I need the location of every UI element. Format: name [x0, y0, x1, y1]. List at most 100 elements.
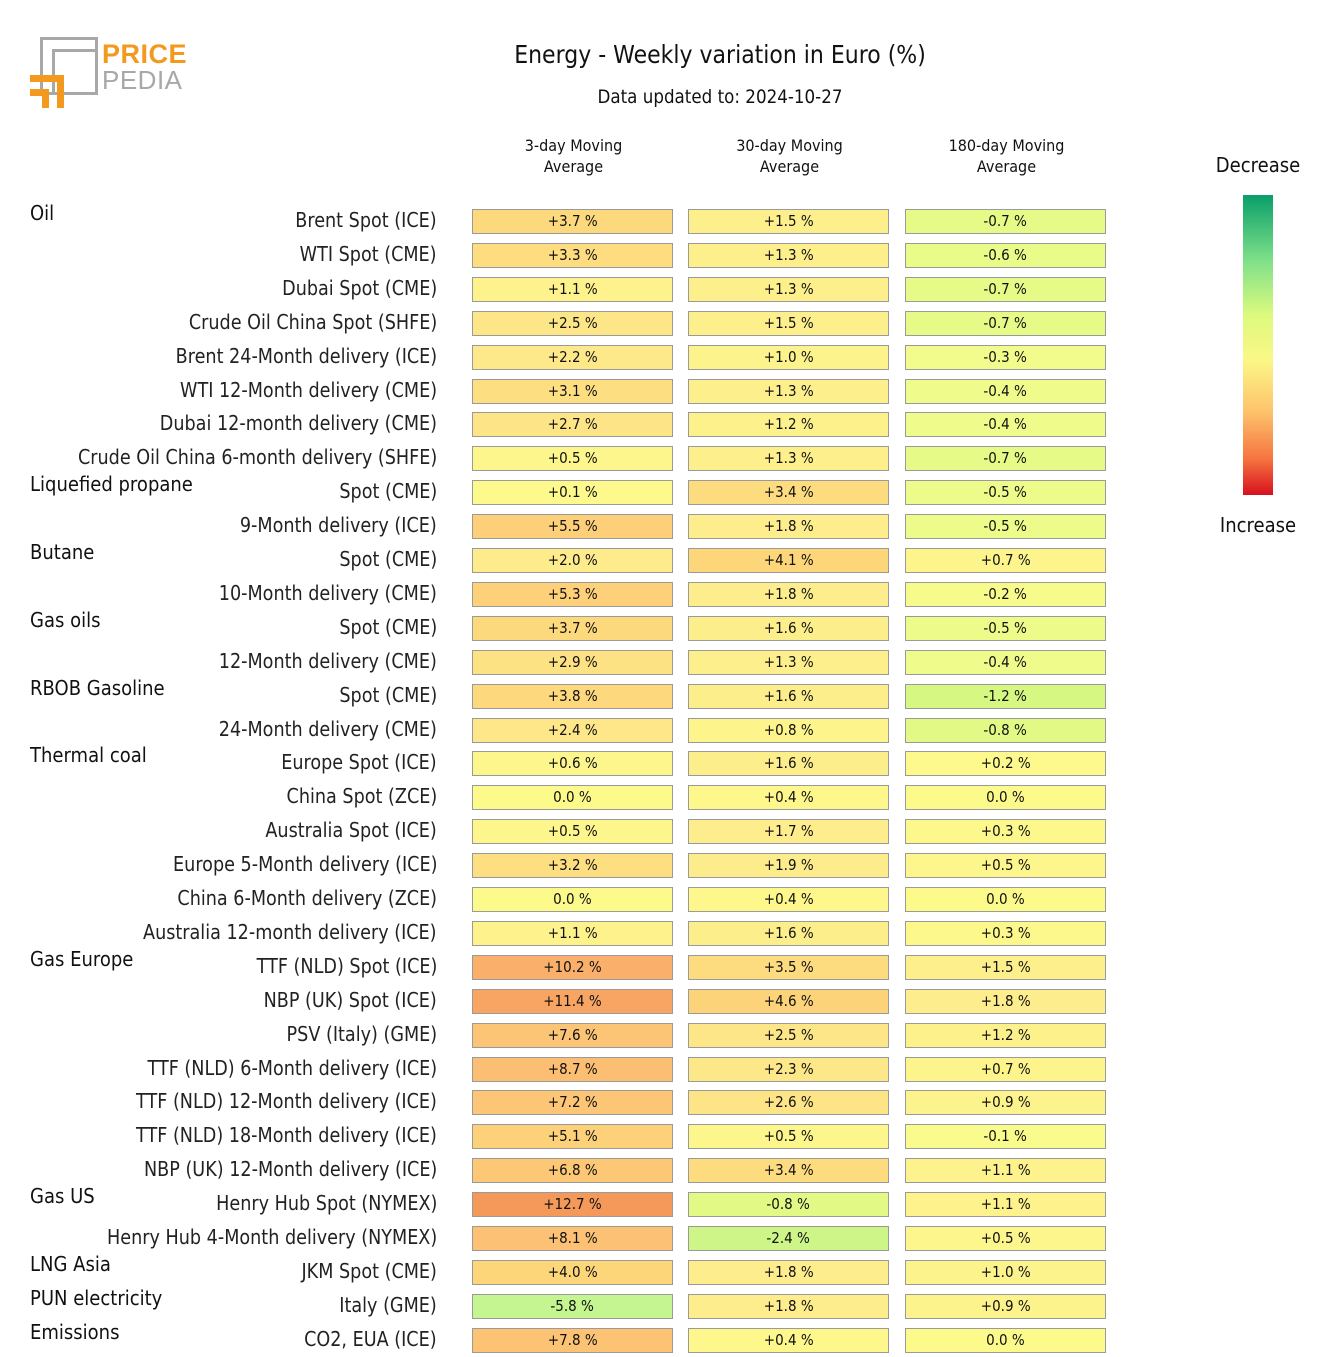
value-text: +4.1 %: [763, 551, 814, 569]
row-label: Europe 5-Month delivery (ICE): [172, 852, 437, 877]
value-text: +1.2 %: [980, 1025, 1031, 1044]
value-text: +2.0 %: [547, 551, 598, 569]
row-label: Henry Hub Spot (NYMEX): [215, 1191, 437, 1216]
value-cell: +1.1 %: [472, 920, 673, 946]
value-text: -0.6 %: [983, 245, 1028, 264]
value-text: +1.8 %: [980, 991, 1031, 1010]
value-cell: +1.5 %: [905, 954, 1106, 980]
value-cell: -0.4 %: [905, 412, 1106, 438]
value-cell: +8.1 %: [472, 1226, 673, 1251]
value-text: -0.5 %: [983, 517, 1028, 536]
value-cell: +2.2 %: [472, 344, 673, 370]
value-text: +1.8 %: [763, 517, 814, 536]
value-text: +1.5 %: [763, 313, 814, 332]
value-text: +1.3 %: [763, 449, 814, 468]
group-label: LNG Asia: [30, 1251, 111, 1276]
value-cell: +1.8 %: [688, 1293, 889, 1319]
value-cell: +3.5 %: [688, 954, 889, 980]
value-cell: +0.7 %: [905, 548, 1106, 573]
group-label: Thermal coal: [30, 743, 147, 768]
value-text: +7.6 %: [547, 1025, 598, 1044]
value-cell: +3.7 %: [472, 615, 673, 641]
value-text: +11.4 %: [543, 991, 602, 1010]
value-cell: +0.5 %: [472, 446, 673, 472]
value-cell: +1.3 %: [688, 242, 889, 268]
column-header-line: Average: [976, 157, 1037, 176]
value-cell: 0.0 %: [905, 785, 1106, 811]
value-text: +1.5 %: [980, 957, 1031, 976]
value-cell: +0.6 %: [472, 751, 673, 777]
row-label: Dubai 12-month delivery (CME): [159, 411, 437, 436]
value-cell: +5.5 %: [472, 514, 673, 540]
value-cell: +1.1 %: [905, 1192, 1106, 1218]
value-text: 0.0 %: [986, 890, 1025, 908]
row-label: Australia 12-month delivery (ICE): [143, 919, 437, 944]
value-cell: +1.2 %: [688, 412, 889, 438]
value-text: +10.2 %: [543, 957, 602, 976]
logo-frame: [40, 37, 98, 95]
value-cell: +1.0 %: [905, 1259, 1106, 1285]
value-text: +1.9 %: [763, 856, 814, 875]
value-text: +8.1 %: [547, 1229, 598, 1247]
value-cell: +4.1 %: [688, 548, 889, 573]
value-cell: -0.5 %: [905, 615, 1106, 641]
value-text: +1.3 %: [763, 381, 814, 400]
value-cell: 0.0 %: [905, 1327, 1106, 1353]
value-text: -0.2 %: [983, 584, 1028, 603]
value-cell: +3.7 %: [472, 209, 673, 234]
value-cell: -0.7 %: [905, 310, 1106, 336]
value-text: +5.1 %: [547, 1127, 598, 1146]
value-text: +2.5 %: [547, 313, 598, 332]
chart-title: Energy - Weekly variation in Euro (%): [514, 40, 926, 69]
column-header: 30-day Moving Average: [698, 135, 881, 177]
value-cell: +1.8 %: [688, 581, 889, 607]
value-text: +1.3 %: [763, 279, 814, 298]
row-label: Australia Spot (ICE): [265, 818, 437, 843]
value-cell: +10.2 %: [472, 954, 673, 980]
value-text: +2.2 %: [547, 347, 598, 366]
value-cell: +1.6 %: [688, 751, 889, 777]
value-text: +1.3 %: [763, 245, 814, 264]
row-label: 24-Month delivery (CME): [218, 716, 437, 741]
value-text: +1.8 %: [763, 584, 814, 603]
value-text: -0.7 %: [983, 449, 1028, 468]
value-cell: +6.8 %: [472, 1158, 673, 1184]
legend-color-scale: [1243, 195, 1273, 495]
value-cell: +0.2 %: [905, 751, 1106, 777]
row-label: Spot (CME): [339, 547, 437, 571]
value-text: +1.2 %: [763, 415, 814, 434]
value-text: +2.9 %: [547, 652, 598, 671]
value-cell: +0.5 %: [905, 1226, 1106, 1251]
value-text: +1.8 %: [763, 1262, 814, 1281]
row-label: Dubai Spot (CME): [281, 275, 437, 300]
value-cell: +1.8 %: [688, 1259, 889, 1285]
value-text: +3.3 %: [547, 245, 598, 264]
value-text: +3.5 %: [763, 957, 814, 976]
logo-mark: [42, 89, 49, 108]
value-text: +1.7 %: [763, 822, 814, 841]
value-cell: +2.9 %: [472, 649, 673, 675]
value-cell: +0.5 %: [472, 819, 673, 845]
row-label: Henry Hub 4-Month delivery (NYMEX): [106, 1225, 437, 1249]
row-label: China 6-Month delivery (ZCE): [177, 886, 437, 910]
value-cell: +5.3 %: [472, 581, 673, 607]
value-text: +2.6 %: [763, 1093, 814, 1112]
value-text: +1.5 %: [763, 212, 814, 230]
value-text: 0.0 %: [986, 788, 1025, 807]
row-label: Italy (GME): [339, 1292, 437, 1317]
value-cell: +0.5 %: [905, 853, 1106, 879]
value-text: +0.1 %: [547, 483, 598, 502]
value-text: -0.5 %: [983, 483, 1028, 502]
logo-text-price: PRICE: [102, 39, 188, 69]
value-cell: -0.1 %: [905, 1124, 1106, 1150]
value-cell: +7.6 %: [472, 1022, 673, 1048]
value-cell: +1.3 %: [688, 378, 889, 404]
value-text: +1.6 %: [763, 754, 814, 773]
value-cell: -2.4 %: [688, 1226, 889, 1251]
value-cell: +1.2 %: [905, 1022, 1106, 1048]
row-label: WTI Spot (CME): [300, 241, 437, 266]
value-text: +1.3 %: [763, 652, 814, 671]
value-cell: +2.6 %: [688, 1090, 889, 1116]
row-label: TTF (NLD) 12-Month delivery (ICE): [136, 1089, 437, 1114]
value-text: +12.7 %: [543, 1195, 602, 1214]
